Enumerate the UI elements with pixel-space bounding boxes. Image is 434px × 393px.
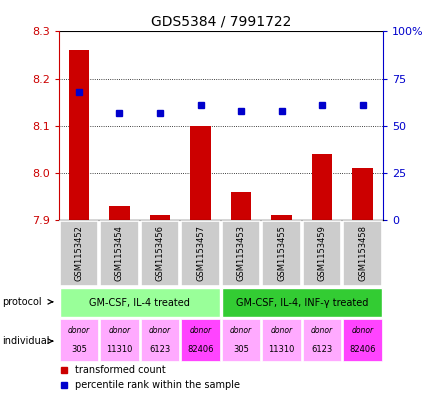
Bar bbox=[342, 319, 381, 361]
Text: 6123: 6123 bbox=[149, 345, 170, 354]
Bar bbox=[302, 221, 341, 286]
Bar bbox=[302, 319, 341, 361]
Bar bbox=[181, 221, 220, 286]
Bar bbox=[190, 126, 210, 220]
Bar bbox=[311, 154, 332, 220]
Text: donor: donor bbox=[230, 326, 251, 335]
Text: 6123: 6123 bbox=[311, 345, 332, 354]
Text: 82406: 82406 bbox=[349, 345, 375, 354]
Bar bbox=[100, 319, 138, 361]
Text: GSM1153455: GSM1153455 bbox=[276, 226, 286, 281]
Text: donor: donor bbox=[68, 326, 90, 335]
Text: GM-CSF, IL-4, INF-γ treated: GM-CSF, IL-4, INF-γ treated bbox=[235, 298, 367, 308]
Text: GSM1153456: GSM1153456 bbox=[155, 226, 164, 281]
Text: GSM1153457: GSM1153457 bbox=[196, 226, 204, 281]
Bar bbox=[100, 221, 138, 286]
Text: 11310: 11310 bbox=[106, 345, 132, 354]
Title: GDS5384 / 7991722: GDS5384 / 7991722 bbox=[150, 15, 290, 29]
Bar bbox=[342, 221, 381, 286]
Bar bbox=[109, 206, 129, 220]
Text: donor: donor bbox=[189, 326, 211, 335]
Bar bbox=[221, 221, 260, 286]
Text: GSM1153458: GSM1153458 bbox=[357, 226, 366, 281]
Bar bbox=[59, 288, 220, 318]
Bar bbox=[140, 319, 179, 361]
Bar bbox=[140, 221, 179, 286]
Bar bbox=[59, 221, 98, 286]
Bar bbox=[69, 50, 89, 220]
Text: donor: donor bbox=[108, 326, 130, 335]
Bar bbox=[261, 221, 300, 286]
Text: transformed count: transformed count bbox=[75, 365, 165, 375]
Bar bbox=[150, 215, 170, 220]
Bar bbox=[352, 168, 372, 220]
Bar bbox=[261, 319, 300, 361]
Text: 11310: 11310 bbox=[268, 345, 294, 354]
Text: donor: donor bbox=[270, 326, 292, 335]
Text: percentile rank within the sample: percentile rank within the sample bbox=[75, 380, 240, 389]
Text: GM-CSF, IL-4 treated: GM-CSF, IL-4 treated bbox=[89, 298, 190, 308]
Text: individual: individual bbox=[2, 336, 49, 346]
Bar bbox=[230, 192, 250, 220]
Text: protocol: protocol bbox=[2, 297, 42, 307]
Text: 305: 305 bbox=[71, 345, 87, 354]
Bar bbox=[181, 319, 220, 361]
Text: donor: donor bbox=[148, 326, 171, 335]
Text: GSM1153454: GSM1153454 bbox=[115, 226, 124, 281]
Bar bbox=[221, 288, 381, 318]
Text: donor: donor bbox=[351, 326, 373, 335]
Text: GSM1153452: GSM1153452 bbox=[74, 226, 83, 281]
Text: 305: 305 bbox=[233, 345, 248, 354]
Bar bbox=[221, 319, 260, 361]
Text: donor: donor bbox=[310, 326, 332, 335]
Bar bbox=[59, 319, 98, 361]
Bar bbox=[271, 215, 291, 220]
Text: 82406: 82406 bbox=[187, 345, 213, 354]
Text: GSM1153459: GSM1153459 bbox=[317, 226, 326, 281]
Text: GSM1153453: GSM1153453 bbox=[236, 226, 245, 281]
